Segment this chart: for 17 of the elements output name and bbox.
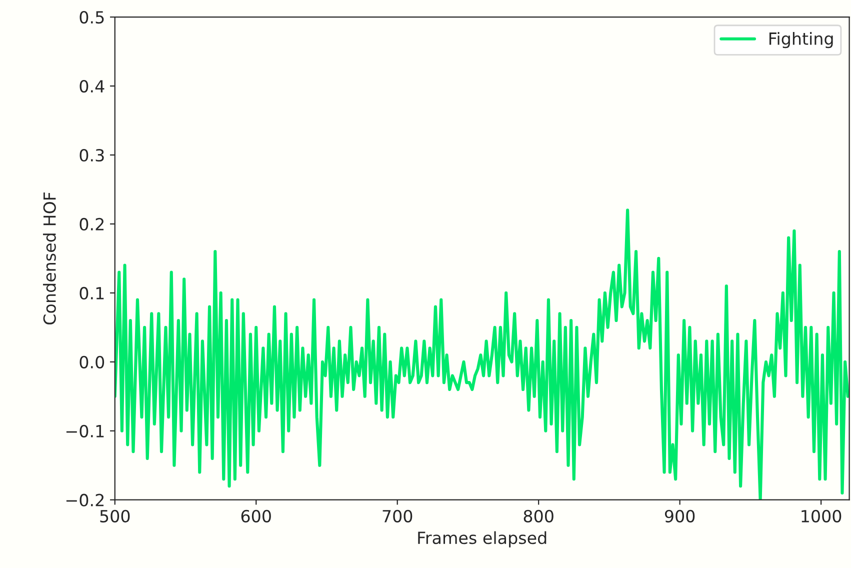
- legend-label: Fighting: [769, 32, 833, 48]
- x-axis-title: Frames elapsed: [418, 531, 546, 548]
- x-tick-label: 900: [664, 510, 695, 522]
- x-tick-label: 800: [524, 510, 554, 522]
- x-tick-label: 1000: [802, 510, 842, 522]
- y-tick-label: −0.1: [66, 424, 104, 438]
- y-tick-label: 0.4: [80, 80, 104, 93]
- y-tick-label: 0.5: [80, 11, 104, 24]
- x-tick-label: 500: [100, 510, 130, 522]
- y-tick-label: −0.2: [66, 494, 104, 506]
- y-tick-label: 0.0: [80, 356, 104, 368]
- x-tick-label: 700: [382, 510, 412, 522]
- y-tick-label: 0.1: [80, 286, 104, 300]
- y-tick-label: 0.3: [80, 148, 104, 162]
- y-axis-title: Condensed HOF: [43, 192, 56, 324]
- y-tick-label: 0.2: [80, 218, 104, 231]
- x-tick-label: 600: [241, 510, 271, 522]
